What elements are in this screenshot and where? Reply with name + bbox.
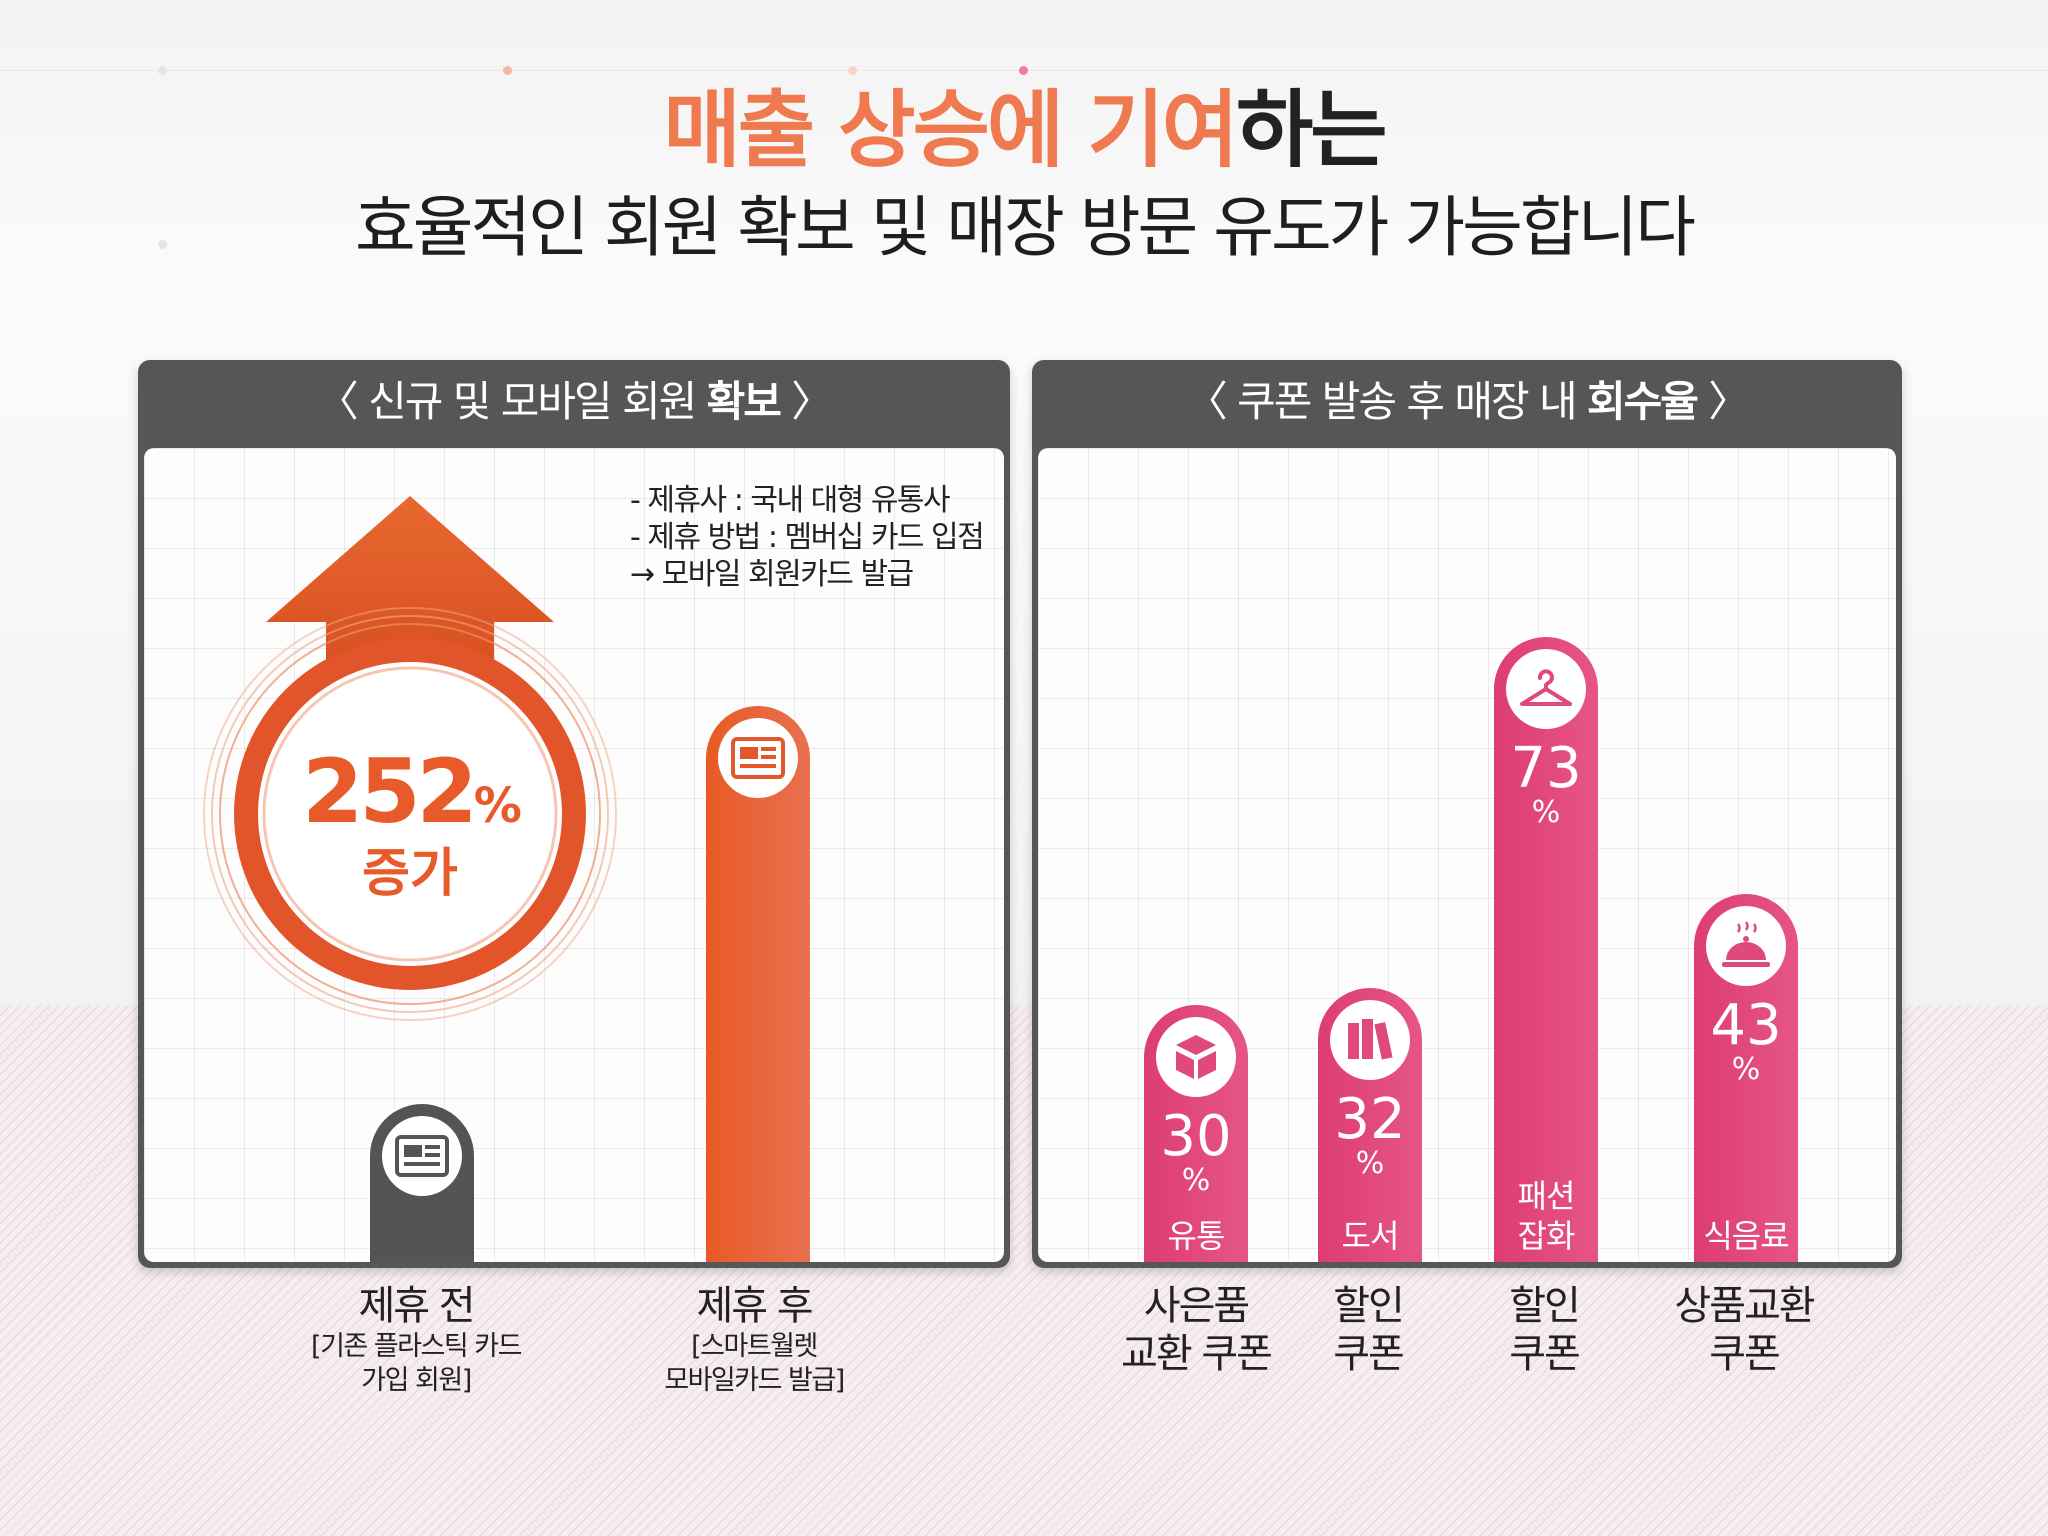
bar-unit: % [1731, 1052, 1761, 1087]
title-highlight: 매출 상승에 기여 [663, 81, 1238, 179]
x-label-sub: 가입 회원] [361, 1365, 472, 1396]
increase-number: 252 [302, 740, 478, 843]
x-label-line: 쿠폰 [1333, 1331, 1405, 1377]
title-rest: 하는 [1235, 81, 1388, 179]
cloche-icon [1706, 906, 1786, 986]
increase-value: 252% [250, 742, 570, 867]
x-label-sub: [기존 플라스틱 카드 [311, 1331, 522, 1362]
bar-discount-coupon-books: 32 % 도서 [1318, 988, 1422, 1262]
x-label-discount-coupon: 할인 쿠폰 [1444, 1282, 1644, 1378]
x-label-sub: [스마트월렛 [691, 1331, 818, 1362]
bar-inner-label: 패션 [1517, 1177, 1576, 1215]
x-label-line: 할인 [1509, 1283, 1581, 1329]
bar-value: 73 [1510, 736, 1582, 801]
bar-inner-label: 잡화 [1517, 1217, 1576, 1255]
bar-gift-coupon: 30 % 유통 [1144, 1005, 1248, 1262]
x-label-line: 할인 [1333, 1283, 1405, 1329]
left-title-prefix: 〈 신규 및 모바일 회원 [316, 377, 707, 426]
left-panel-body: 252% 증가 - 제휴사 : 국내 대형 유통사 - 제휴 방법 : 멤버십 … [144, 448, 1004, 1262]
x-label-line: 쿠폰 [1709, 1331, 1781, 1377]
right-panel-body: 30 % 유통 32 % 도서 73 % 패션 잡화 43 % [1038, 448, 1896, 1262]
left-panel-title: 〈 신규 및 모바일 회원 확보 〉 [138, 360, 1010, 448]
left-panel: 〈 신규 및 모바일 회원 확보 〉 252% 증가 - 제휴사 : 국내 대형… [138, 360, 1010, 1268]
x-label-discount-coupon: 할인 쿠폰 [1268, 1282, 1468, 1378]
bar-unit: % [1531, 795, 1561, 830]
bar-inner-label: 유통 [1167, 1217, 1226, 1255]
bar-unit: % [1355, 1146, 1385, 1181]
x-label-main: 제휴 후 [696, 1283, 813, 1329]
increase-arrow [203, 496, 617, 1021]
deco-dot [158, 66, 167, 75]
x-label-line: 상품교환 [1674, 1283, 1815, 1329]
right-title-prefix: 〈 쿠폰 발송 후 매장 내 [1185, 377, 1587, 426]
x-label-gift-coupon: 사은품 교환 쿠폰 [1096, 1282, 1296, 1378]
note-line: → 모바일 회원카드 발급 [630, 557, 914, 592]
x-label-line: 교환 쿠폰 [1121, 1331, 1273, 1377]
right-panel: 〈 쿠폰 발송 후 매장 내 회수율 〉 30 % 유통 32 % 도서 73 … [1032, 360, 1902, 1268]
x-label-line: 사은품 [1143, 1283, 1250, 1329]
bar-inner-label: 식음료 [1703, 1217, 1789, 1255]
page-title: 매출 상승에 기여하는 [0, 80, 2048, 180]
left-title-suffix: 〉 [779, 377, 833, 426]
card-icon [718, 718, 798, 798]
x-label-line: 쿠폰 [1509, 1331, 1581, 1377]
note-line: - 제휴 방법 : 멤버십 카드 입점 [630, 520, 985, 555]
bar-unit: % [1181, 1163, 1211, 1198]
right-title-bold: 회수율 [1586, 377, 1699, 426]
bar-value: 30 [1160, 1104, 1232, 1169]
bar-after [706, 706, 810, 1262]
page-subtitle: 효율적인 회원 확보 및 매장 방문 유도가 가능합니다 [355, 189, 1696, 266]
bar-before [370, 1104, 474, 1262]
bar-value: 43 [1710, 993, 1782, 1058]
x-label-sub: 모바일카드 발급] [664, 1365, 845, 1396]
deco-dot [158, 240, 167, 249]
left-title-bold: 확보 [706, 377, 782, 426]
box-icon [1156, 1017, 1236, 1097]
right-panel-title: 〈 쿠폰 발송 후 매장 내 회수율 〉 [1032, 360, 1902, 448]
note-line: - 제휴사 : 국내 대형 유통사 [630, 483, 951, 518]
x-label-product-exchange-coupon: 상품교환 쿠폰 [1644, 1282, 1844, 1378]
right-title-suffix: 〉 [1696, 377, 1750, 426]
bar-product-exchange-coupon: 43 % 식음료 [1694, 894, 1798, 1262]
books-icon [1330, 1000, 1410, 1080]
deco-dot [848, 66, 857, 75]
hanger-icon [1506, 649, 1586, 729]
bar-value: 32 [1334, 1087, 1406, 1152]
x-label-before: 제휴 전 [기존 플라스틱 카드 가입 회원] [266, 1282, 566, 1398]
x-label-main: 제휴 전 [358, 1283, 475, 1329]
deco-dot [503, 66, 512, 75]
increase-label: 증가 [362, 844, 458, 904]
deco-dot [1019, 66, 1028, 75]
bar-inner-label: 도서 [1341, 1217, 1400, 1255]
bar-discount-coupon-fashion: 73 % 패션 잡화 [1494, 637, 1598, 1262]
x-label-after: 제휴 후 [스마트월렛 모바일카드 발급] [604, 1282, 904, 1398]
increase-unit: % [473, 778, 522, 834]
card-icon [382, 1116, 462, 1196]
